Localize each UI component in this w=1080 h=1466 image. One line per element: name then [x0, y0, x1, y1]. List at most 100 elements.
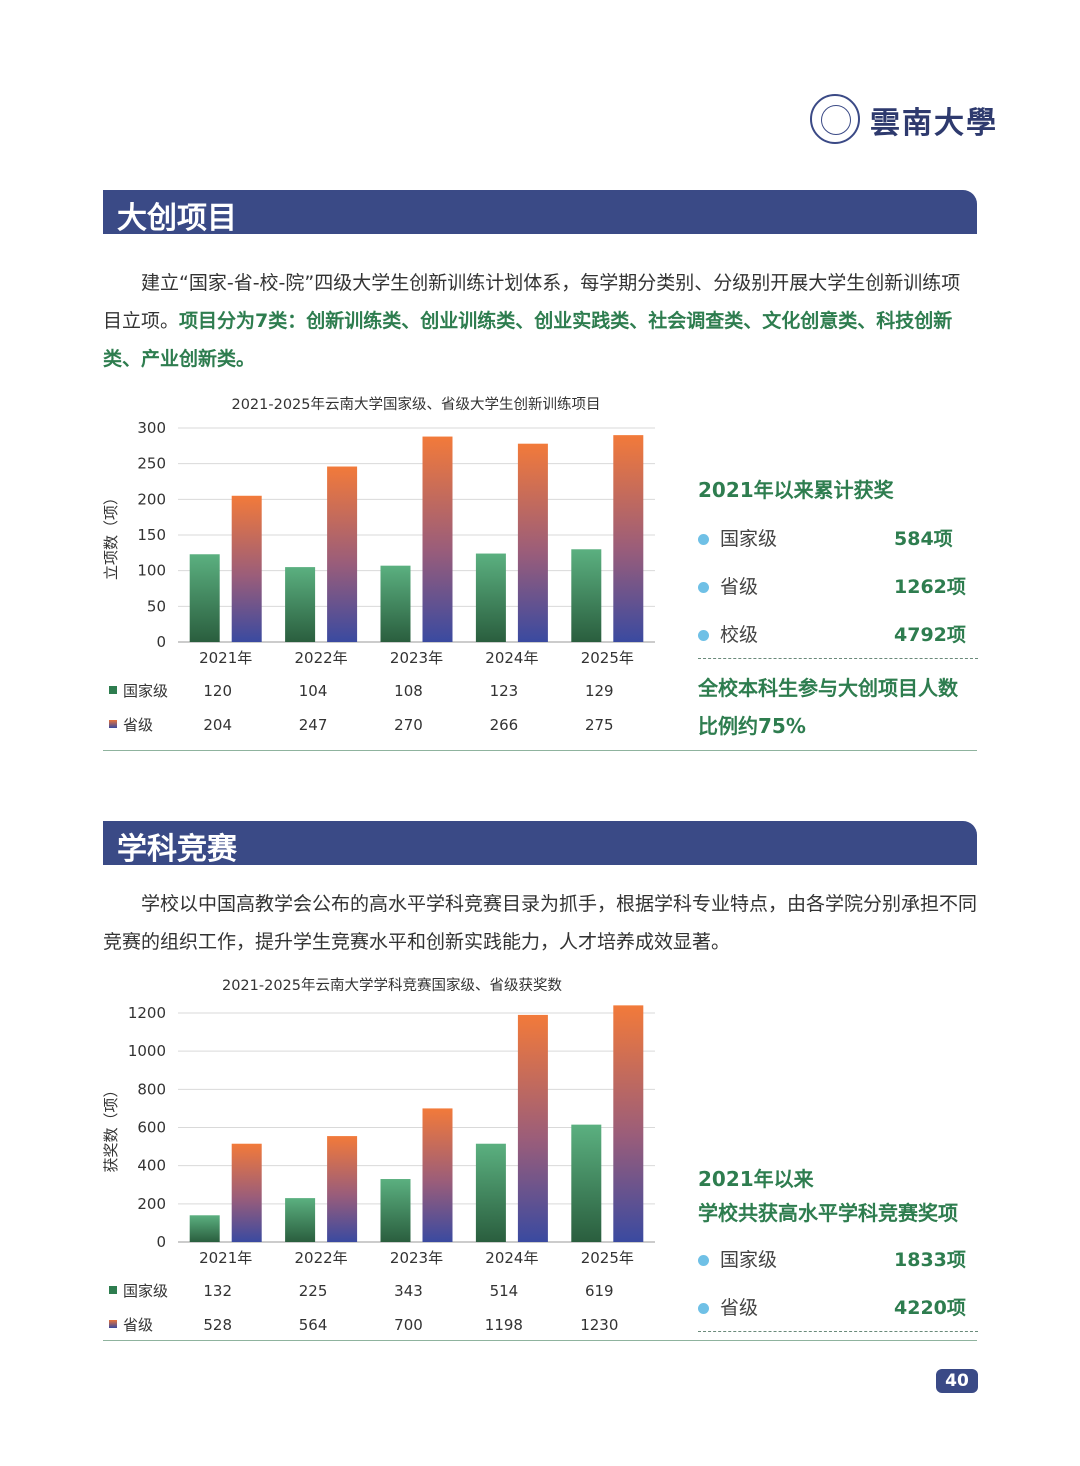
- chart-title: 2021-2025年云南大学国家级、省级大学生创新训练项目: [231, 396, 600, 413]
- stat-label: 省级: [720, 576, 759, 598]
- stats-note-line2: 比例约75%: [698, 714, 806, 738]
- y-tick-label: 1000: [128, 1042, 166, 1060]
- table-cell-provincial: 266: [490, 716, 519, 734]
- legend-label-national: 国家级: [123, 682, 168, 700]
- bar-national: [475, 1143, 506, 1242]
- y-tick-label: 100: [137, 562, 166, 580]
- y-tick-label: 800: [137, 1080, 166, 1098]
- bar-provincial: [613, 1005, 644, 1242]
- stat-value: 1262项: [894, 576, 966, 598]
- stat-label: 校级: [720, 624, 759, 646]
- section-divider: [103, 750, 977, 751]
- bullet-icon: [698, 1303, 709, 1314]
- stat-value: 1833项: [894, 1249, 966, 1271]
- stats-panel-competitions: 2021年以来 学校共获高水平学科竞赛奖项 国家级 1833项 省级 4220项: [698, 1163, 978, 1343]
- stat-label: 国家级: [720, 528, 778, 550]
- bar-national: [285, 567, 316, 642]
- bar-provincial: [613, 435, 644, 642]
- table-cell-provincial: 1198: [485, 1316, 523, 1334]
- bar-national: [571, 1124, 602, 1242]
- y-tick-label: 200: [137, 1195, 166, 1213]
- paragraph-highlight: 项目分为7类：创新训练类、创业训练类、创业实践类、社会调查类、文化创意类、科技创…: [103, 310, 953, 370]
- x-tick-label: 2021年: [199, 1249, 252, 1267]
- y-tick-label: 50: [147, 597, 166, 615]
- table-cell-national: 104: [299, 682, 328, 700]
- x-tick-label: 2025年: [581, 1249, 634, 1267]
- bar-provincial: [422, 436, 453, 642]
- legend-key-provincial: [109, 1320, 117, 1328]
- legend-label-provincial: 省级: [123, 1316, 153, 1334]
- bar-provincial: [231, 1143, 262, 1242]
- section-header-innovation: 大创项目: [103, 190, 977, 236]
- bar-provincial: [422, 1108, 453, 1242]
- stats-heading: 2021年以来累计获奖: [698, 478, 894, 502]
- chart-innovation-projects: 2021-2025年云南大学国家级、省级大学生创新训练项目 0 50 100 150 20…: [100, 390, 670, 742]
- section-title: 大创项目: [117, 201, 237, 236]
- table-cell-national: 514: [490, 1282, 519, 1300]
- table-cell-national: 129: [585, 682, 614, 700]
- bullet-icon: [698, 1255, 709, 1266]
- chart-competition-awards: 2021-2025年云南大学学科竞赛国家级、省级获奖数 0 200 400 600 800…: [100, 970, 670, 1342]
- x-tick-label: 2023年: [390, 1249, 443, 1267]
- y-tick-label: 0: [156, 1233, 166, 1251]
- x-tick-label: 2022年: [295, 649, 348, 667]
- section-paragraph: 建立“国家-省-校-院”四级大学生创新训练计划体系，每学期分类别、分级别开展大学…: [103, 264, 977, 378]
- bar-national: [380, 1179, 411, 1242]
- table-cell-national: 120: [203, 682, 232, 700]
- stat-value: 584项: [894, 528, 953, 550]
- section-title: 学科竞赛: [117, 832, 237, 867]
- legend-key-national: [109, 686, 117, 694]
- stat-row-provincial: 省级 1262项: [698, 572, 978, 602]
- y-tick-label: 0: [156, 633, 166, 651]
- chart-title: 2021-2025年云南大学学科竞赛国家级、省级获奖数: [222, 976, 563, 994]
- table-cell-national: 343: [394, 1282, 423, 1300]
- x-tick-label: 2021年: [199, 649, 252, 667]
- table-cell-provincial: 700: [394, 1316, 423, 1334]
- dashed-divider: [698, 1331, 978, 1332]
- table-cell-provincial: 204: [203, 716, 232, 734]
- table-cell-provincial: 1230: [580, 1316, 618, 1334]
- y-tick-label: 150: [137, 526, 166, 544]
- section-paragraph: 学校以中国高教学会公布的高水平学科竞赛目录为抓手，根据学科专业特点，由各学院分别…: [103, 893, 978, 953]
- stat-value: 4220项: [894, 1297, 966, 1319]
- x-tick-label: 2025年: [581, 649, 634, 667]
- stats-heading: 2021年以来: [698, 1167, 814, 1191]
- dashed-divider: [698, 658, 978, 659]
- bar-provincial: [231, 495, 262, 642]
- paragraph-text: 建立“国家-省-校-院”四级大学生创新训练计划体系，每学期分类别、分级别开展大学…: [103, 272, 961, 332]
- stat-row-national: 国家级 584项: [698, 524, 978, 554]
- x-tick-label: 2024年: [485, 1249, 538, 1267]
- y-tick-label: 400: [137, 1157, 166, 1175]
- legend-key-provincial: [109, 720, 117, 728]
- y-tick-label: 1200: [128, 1004, 166, 1022]
- table-cell-national: 123: [490, 682, 519, 700]
- stats-panel-innovation: 2021年以来累计获奖 国家级 584项 省级 1262项 校级 4792项 全…: [698, 474, 978, 744]
- bar-provincial: [517, 1014, 548, 1242]
- y-axis-label: 立项数（项）: [102, 490, 120, 580]
- bullet-icon: [698, 630, 709, 641]
- table-cell-provincial: 247: [299, 716, 328, 734]
- table-cell-national: 619: [585, 1282, 614, 1300]
- table-cell-provincial: 270: [394, 716, 423, 734]
- chart-svg: 2021-2025年云南大学国家级、省级大学生创新训练项目 0 50 100 150 20…: [102, 396, 655, 734]
- bar-national: [189, 1215, 220, 1242]
- bullet-icon: [698, 582, 709, 593]
- y-tick-label: 300: [137, 419, 166, 437]
- bar-provincial: [517, 443, 548, 642]
- bar-provincial: [327, 1136, 358, 1242]
- y-axis-label: 获奖数（项）: [102, 1082, 120, 1172]
- stats-note-line1: 全校本科生参与大创项目人数: [698, 676, 958, 700]
- stats-subheading: 学校共获高水平学科竞赛奖项: [698, 1201, 958, 1225]
- page-number: 40: [936, 1369, 978, 1393]
- bar-national: [380, 565, 411, 642]
- bar-provincial: [327, 466, 358, 642]
- bar-national: [285, 1198, 316, 1242]
- stat-label: 国家级: [720, 1249, 778, 1271]
- x-tick-label: 2024年: [485, 649, 538, 667]
- bar-national: [475, 553, 506, 642]
- legend-label-provincial: 省级: [123, 716, 153, 734]
- table-cell-national: 225: [299, 1282, 328, 1300]
- table-cell-provincial: 275: [585, 716, 614, 734]
- stat-row-provincial: 省级 4220项: [698, 1293, 978, 1323]
- bullet-icon: [698, 534, 709, 545]
